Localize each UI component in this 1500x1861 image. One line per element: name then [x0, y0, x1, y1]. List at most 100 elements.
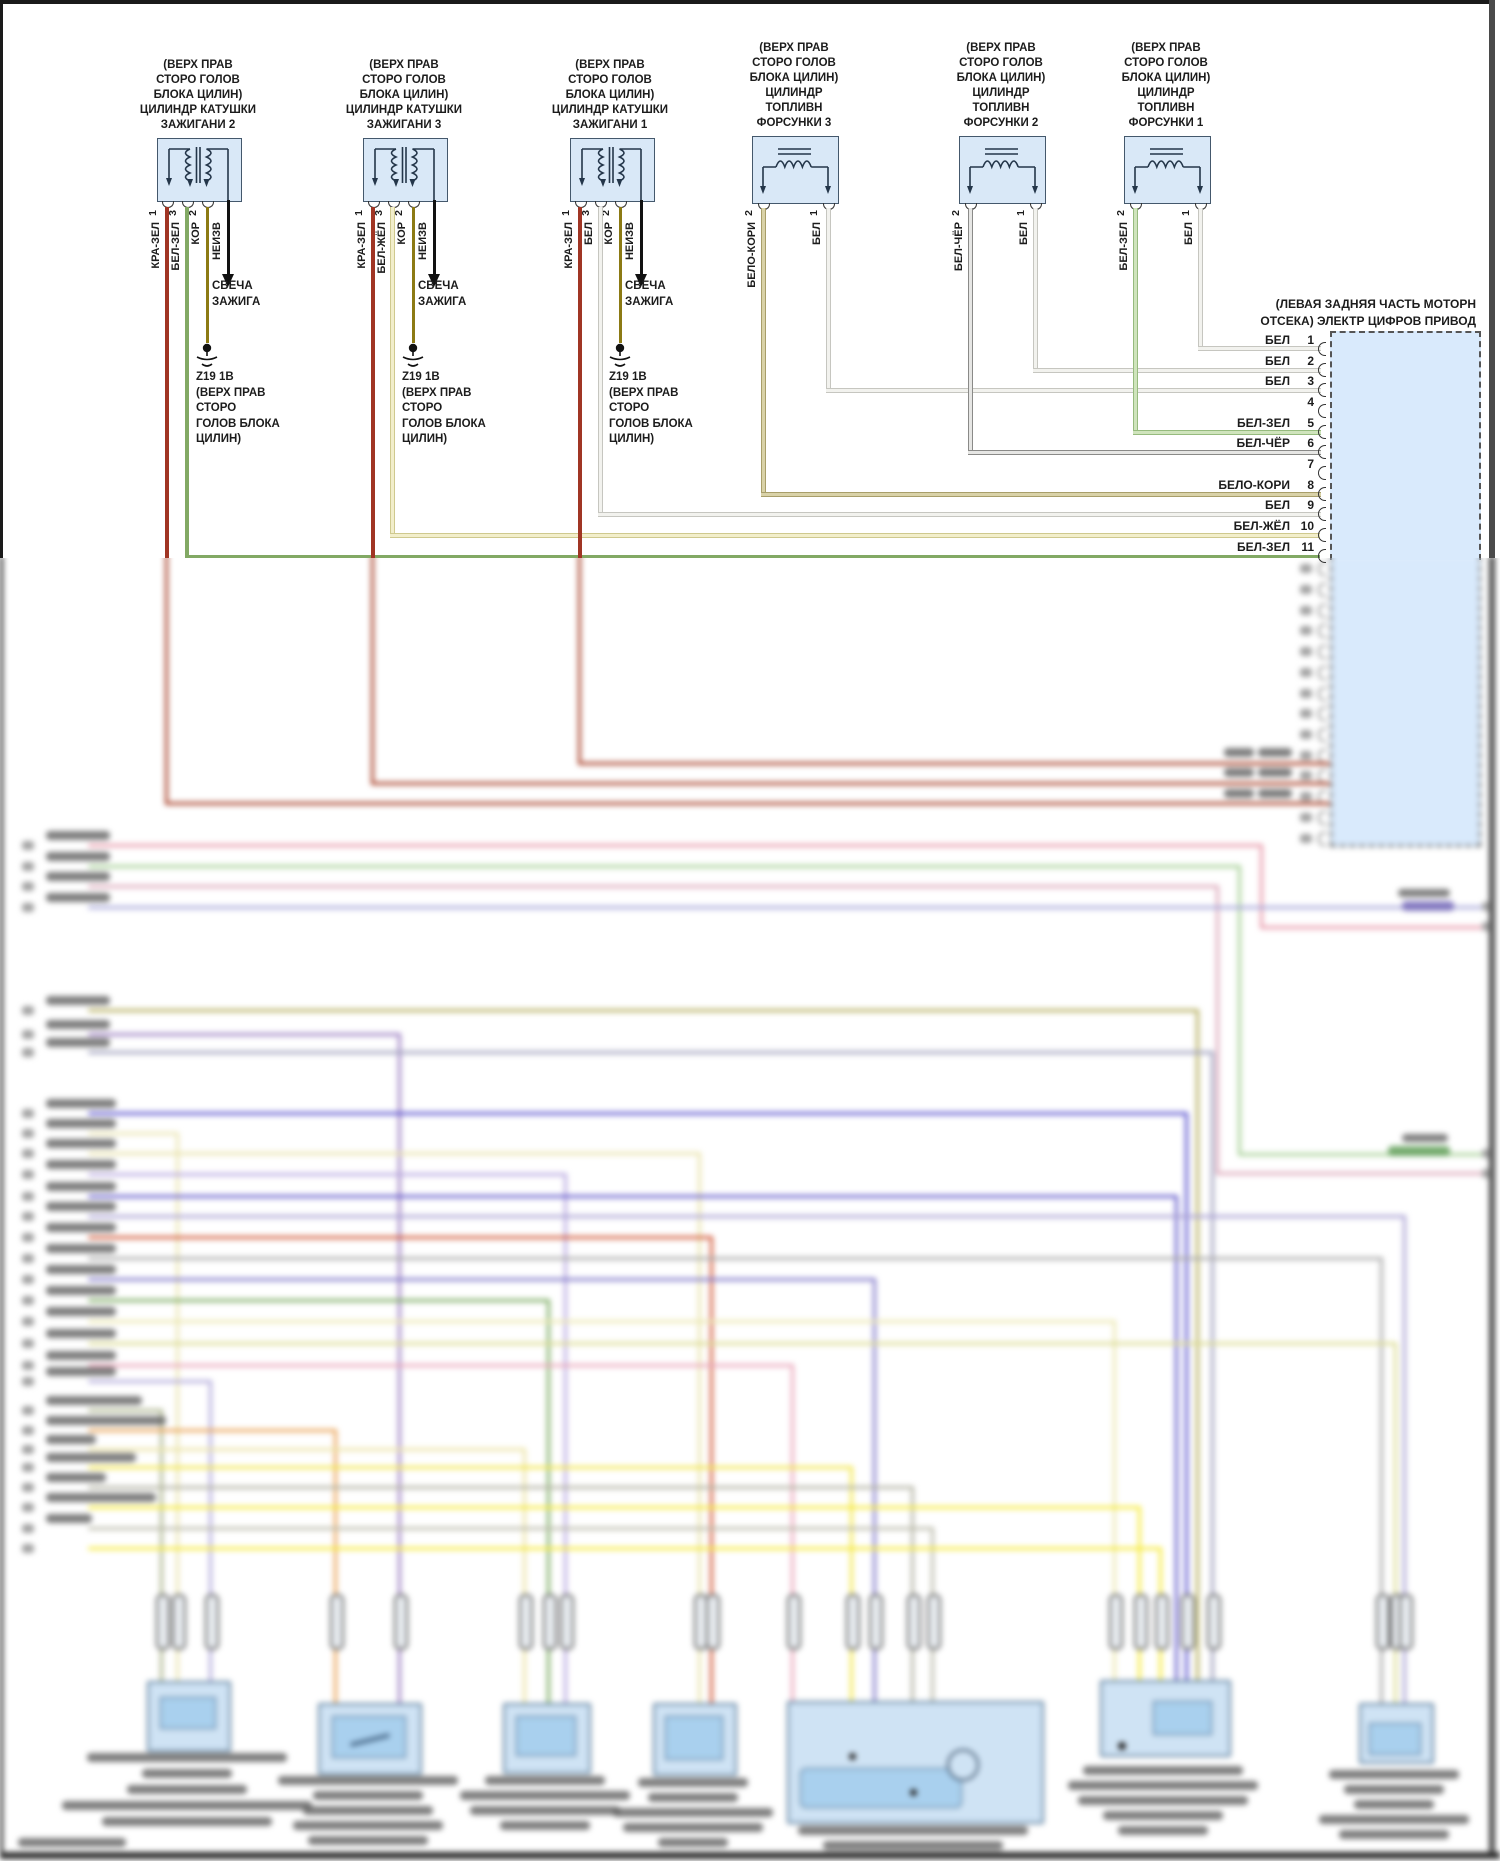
blurred-wire — [88, 1380, 211, 1383]
pin-bracket-icon — [1318, 728, 1326, 742]
blurred-row-number — [22, 1254, 34, 1263]
coil2-pin-number: 2 — [186, 210, 199, 216]
blurred-wire-label — [46, 1038, 110, 1047]
blurred-wire — [88, 1195, 1177, 1198]
injector1-pin-number: 2 — [1114, 210, 1127, 216]
pin-bracket-icon — [1318, 445, 1326, 459]
blurred-wire — [165, 802, 1330, 805]
blurred-wire — [176, 1132, 179, 1683]
blurred-pin-number — [1300, 626, 1312, 635]
ecu-pin-label: БЕЛ-ЖЁЛ — [1233, 519, 1290, 533]
wire-color-label: НЕИЗВ — [211, 222, 223, 261]
blurred-wire-label — [46, 1396, 142, 1405]
blurred-row-number — [22, 1129, 34, 1138]
wire-bel — [1032, 367, 1321, 373]
injector1-pin-number: 1 — [1179, 210, 1192, 216]
blurred-row-number — [22, 1006, 34, 1015]
blurred-wire — [1394, 1342, 1397, 1705]
blurred-row-number — [22, 1275, 34, 1284]
pin-bracket-icon — [1318, 832, 1326, 846]
ecu-pin-number: 8 — [1307, 478, 1314, 492]
blurred-wire — [911, 1486, 914, 1703]
blurred-caption — [1078, 1796, 1248, 1805]
component-box — [318, 1703, 422, 1775]
wire-belo-kori — [760, 491, 1321, 497]
blurred-wire-label — [46, 1182, 116, 1191]
wire-color-label: БЕЛ — [1183, 222, 1195, 245]
pin-bracket-icon — [1318, 342, 1326, 356]
blurred-wire — [1238, 1153, 1482, 1156]
wire-bel-zel-inj — [1132, 208, 1138, 432]
blurred-wire — [88, 906, 1482, 909]
blurred-pin-number — [1300, 606, 1312, 615]
wire-color-label: НЕИЗВ — [624, 222, 636, 261]
component-inner — [1369, 1723, 1421, 1755]
spark-plug-arrow — [227, 200, 230, 275]
blurred-wire-label — [46, 1244, 116, 1253]
blurred-row-number — [22, 1170, 34, 1179]
blurred-wire-label — [46, 1453, 136, 1462]
blurred-wire — [334, 1429, 337, 1705]
inline-connector-icon — [1389, 1594, 1404, 1650]
blurred-caption — [1339, 1830, 1449, 1839]
injector1-box — [1124, 136, 1211, 204]
blurred-wire-label — [46, 1160, 116, 1169]
wire-bel — [1197, 345, 1321, 351]
blurred-wire — [1260, 926, 1482, 929]
pin-bracket-icon — [1318, 383, 1326, 397]
blurred-caption — [1329, 1770, 1459, 1779]
ground-label: Z19 1В (ВЕРХ ПРАВ СТОРО ГОЛОВ БЛОКА ЦИЛИН) — [196, 371, 280, 445]
inline-connector-icon — [1154, 1594, 1169, 1650]
blurred-wire-label — [1224, 768, 1254, 777]
blurred-wire — [1216, 885, 1219, 1175]
component-motor-symbol — [947, 1749, 979, 1781]
blurred-wire — [165, 558, 168, 805]
wire-bel-zel — [185, 207, 189, 557]
blurred-caption — [658, 1838, 728, 1847]
coil3-title: (ВЕРХ ПРАВ СТОРО ГОЛОВ БЛОКА ЦИЛИН) ЦИЛИНДР… — [345, 59, 463, 131]
pin-bracket-icon — [1318, 645, 1326, 659]
spark-plug-label: СВЕЧА ЗАЖИГА — [625, 280, 674, 308]
blurred-wire — [1159, 1547, 1162, 1682]
ecu-pin-number: 3 — [1307, 374, 1314, 388]
inline-connector-icon — [845, 1594, 860, 1650]
pin-bracket-icon — [1318, 487, 1326, 501]
blurred-row-number — [22, 1406, 34, 1415]
blurred-wire — [578, 558, 581, 765]
component-box — [503, 1703, 591, 1774]
wire-bel — [1032, 208, 1038, 371]
blurred-wire — [88, 1215, 1405, 1218]
inline-connector-icon — [1398, 1594, 1413, 1650]
wire-kor — [411, 207, 415, 343]
component-box — [1359, 1703, 1434, 1764]
wire-color-label: БЕЛ-ЗЕЛ — [170, 222, 182, 271]
wire-color-label: БЕЛ-ЖЁЛ — [376, 222, 388, 274]
pin-bracket-icon — [1318, 687, 1326, 701]
ground-symbol-icon — [402, 343, 424, 367]
component-box — [147, 1681, 231, 1752]
junction-dot — [1118, 1742, 1126, 1750]
blurred-wire-label — [46, 1119, 116, 1128]
blurred-wire — [88, 1257, 1382, 1260]
blurred-caption — [1344, 1785, 1444, 1794]
blurred-wire — [88, 1173, 566, 1176]
coil2-title: (ВЕРХ ПРАВ СТОРО ГОЛОВ БЛОКА ЦИЛИН) ЦИЛИНДР… — [139, 59, 257, 131]
injector3-pin-number: 1 — [807, 210, 820, 216]
blurred-terminal-label — [1398, 889, 1450, 897]
ground-symbol-icon — [196, 343, 218, 367]
wire-color-label: БЕЛО-КОРИ — [746, 222, 758, 288]
junction-dot — [849, 1753, 856, 1760]
blurred-row-number — [22, 1445, 34, 1454]
page-border-top — [0, 0, 1495, 4]
blurred-caption — [1103, 1811, 1223, 1820]
inline-connector-icon — [1206, 1594, 1221, 1650]
ecu-pin-number: 2 — [1307, 354, 1314, 368]
blurred-wire — [791, 1364, 794, 1703]
component-box — [653, 1703, 737, 1776]
blurred-row-number — [22, 1524, 34, 1533]
wire-bel-cher — [967, 449, 1321, 455]
blurred-caption — [1068, 1781, 1258, 1790]
blurred-wire — [1138, 1506, 1141, 1682]
blurred-wire-label — [1258, 789, 1292, 798]
